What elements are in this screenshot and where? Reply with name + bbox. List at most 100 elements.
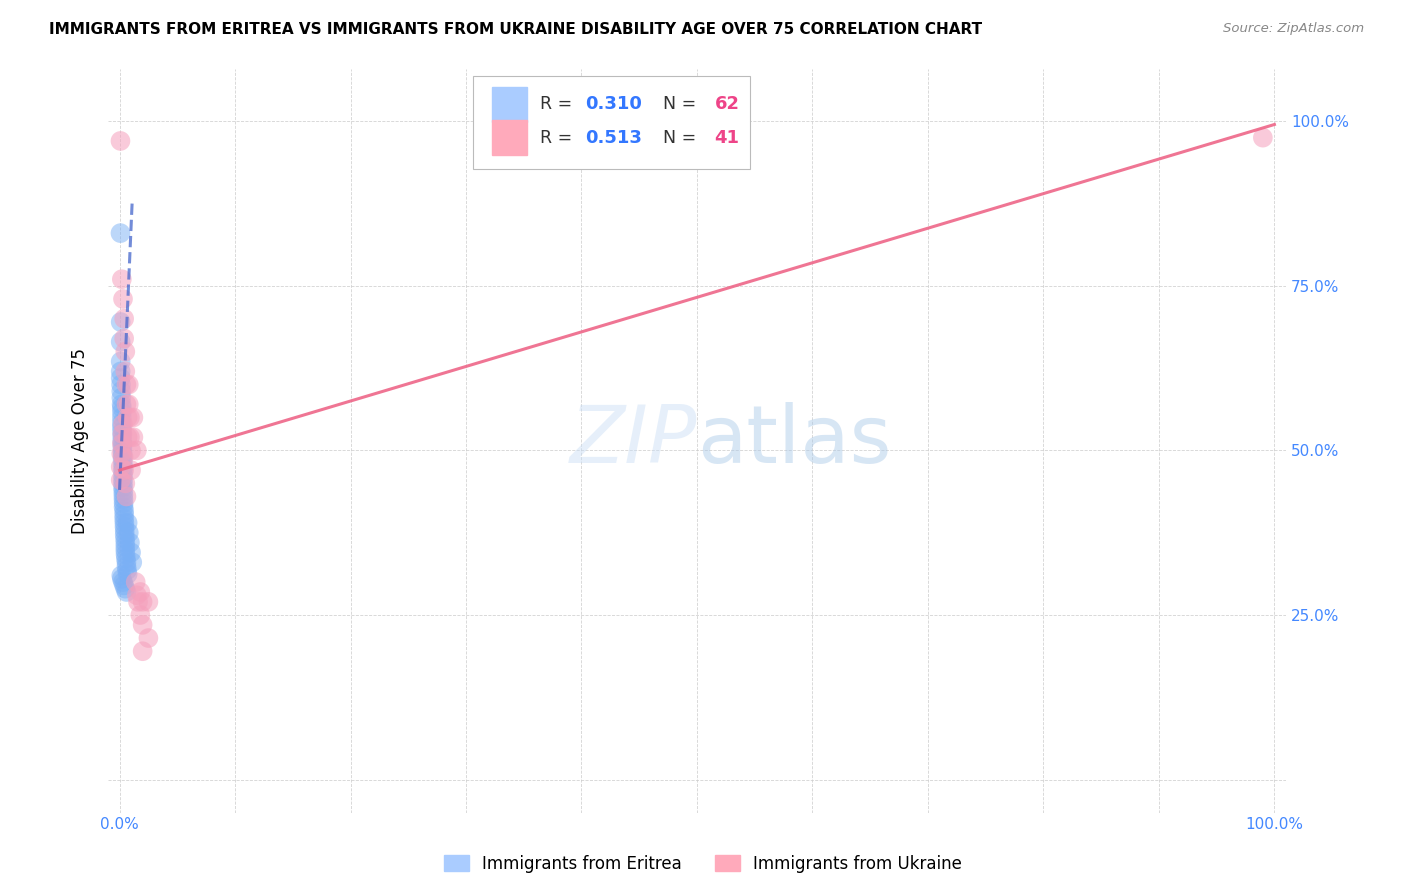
Point <box>115 551 138 566</box>
Point <box>115 559 138 574</box>
Point <box>112 463 135 477</box>
Point <box>111 468 134 483</box>
Point <box>110 473 132 487</box>
Point <box>110 354 132 368</box>
Point <box>111 405 134 419</box>
Point <box>118 397 141 411</box>
Point <box>114 527 136 541</box>
Point <box>114 540 136 554</box>
FancyBboxPatch shape <box>492 87 527 121</box>
Point <box>111 401 134 415</box>
Text: 0.310: 0.310 <box>585 95 643 113</box>
Point <box>118 535 141 549</box>
Point <box>120 545 142 559</box>
Point <box>111 472 134 486</box>
Point <box>118 377 141 392</box>
Point <box>110 384 132 399</box>
Point <box>114 535 136 549</box>
Point <box>115 563 138 577</box>
Point <box>112 512 135 526</box>
Point <box>112 496 135 510</box>
Point <box>120 443 142 458</box>
Point <box>111 420 134 434</box>
Point <box>131 595 153 609</box>
Point <box>112 578 135 592</box>
FancyBboxPatch shape <box>492 120 527 155</box>
Point <box>125 443 148 458</box>
Point <box>114 582 136 596</box>
Point <box>121 555 143 569</box>
Point <box>111 457 134 471</box>
Point <box>114 548 136 562</box>
Point <box>114 524 136 538</box>
Point <box>111 480 134 494</box>
Text: R =: R = <box>540 95 578 113</box>
Point <box>129 607 152 622</box>
Point <box>110 397 132 411</box>
Text: N =: N = <box>652 95 702 113</box>
Point <box>112 508 135 522</box>
Point <box>110 134 132 148</box>
Point <box>118 410 141 425</box>
Point <box>114 520 136 534</box>
Point <box>1251 130 1274 145</box>
Point <box>112 311 135 326</box>
Point <box>111 292 134 306</box>
Point <box>125 575 148 590</box>
Point <box>114 364 136 378</box>
Point <box>111 425 134 439</box>
Point <box>110 315 132 329</box>
Point <box>122 430 145 444</box>
Point <box>110 459 132 474</box>
Point <box>127 595 149 609</box>
Point <box>138 631 160 645</box>
Point <box>110 226 132 240</box>
Point <box>115 397 138 411</box>
Point <box>111 437 134 451</box>
Legend: Immigrants from Eritrea, Immigrants from Ukraine: Immigrants from Eritrea, Immigrants from… <box>437 848 969 880</box>
Point <box>117 430 139 444</box>
Point <box>110 377 132 392</box>
Point <box>111 429 134 443</box>
Point <box>117 516 139 530</box>
Point <box>112 492 135 507</box>
Text: R =: R = <box>540 128 578 146</box>
Point <box>110 568 132 582</box>
Point <box>115 377 138 392</box>
Point <box>111 417 134 431</box>
Y-axis label: Disability Age Over 75: Disability Age Over 75 <box>72 348 89 533</box>
Point <box>112 516 135 530</box>
Point <box>111 272 134 286</box>
Text: atlas: atlas <box>697 401 891 480</box>
Text: Source: ZipAtlas.com: Source: ZipAtlas.com <box>1223 22 1364 36</box>
Point <box>118 525 141 540</box>
Point <box>112 500 135 514</box>
Text: N =: N = <box>652 128 702 146</box>
Point <box>118 430 141 444</box>
Point <box>120 463 142 477</box>
Point <box>111 410 134 425</box>
Point <box>129 585 152 599</box>
Point <box>112 484 135 499</box>
Point <box>114 476 136 491</box>
Point <box>115 490 138 504</box>
Point <box>111 449 134 463</box>
Point <box>117 410 139 425</box>
Point <box>131 644 153 658</box>
Point <box>125 588 148 602</box>
Point <box>111 426 134 441</box>
Point <box>110 364 132 378</box>
Point <box>110 334 132 349</box>
Point <box>122 410 145 425</box>
Point <box>111 460 134 475</box>
Point <box>110 447 132 461</box>
Point <box>138 595 160 609</box>
Text: 62: 62 <box>714 95 740 113</box>
Point <box>111 444 134 458</box>
Point <box>111 465 134 479</box>
Point <box>111 452 134 467</box>
Point <box>111 434 134 448</box>
Point <box>111 416 134 430</box>
Point <box>112 331 135 345</box>
Point <box>117 567 139 582</box>
